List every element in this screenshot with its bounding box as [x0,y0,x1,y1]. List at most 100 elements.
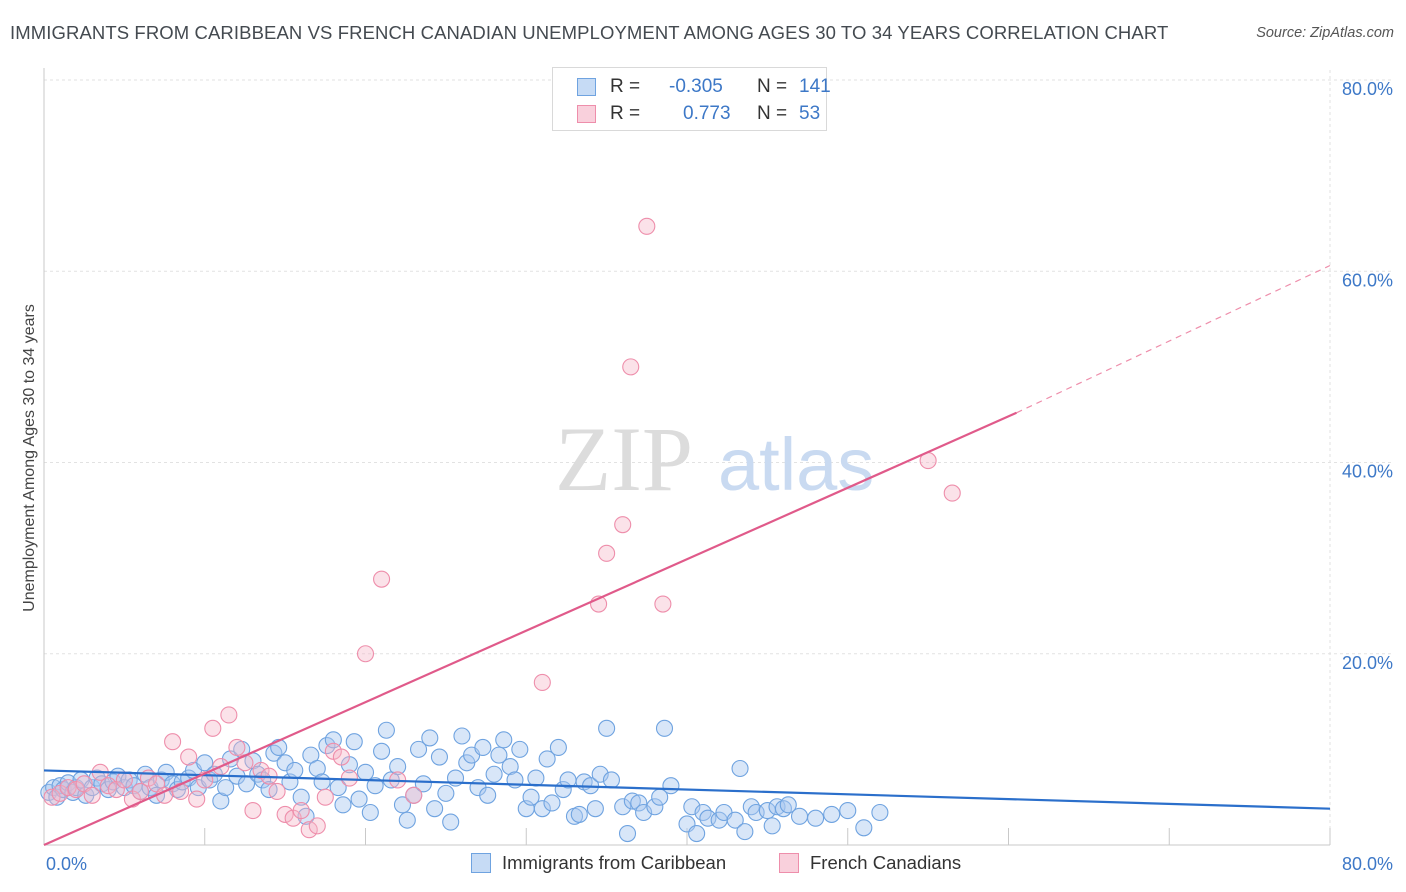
caribbean-point [479,786,497,804]
caribbean-point [398,811,416,829]
correlation-legend: R = -0.305 N = 141 R = 0.773 N = 53 [552,67,831,131]
caribbean-point [393,796,412,814]
caribbean-point [373,742,391,760]
caribbean-point [538,750,556,768]
french-canadian-point [533,673,551,691]
watermark-atlas: atlas [718,423,874,506]
caribbean-point [345,733,363,751]
french-canadian-point [622,358,640,376]
caribbean-point [437,784,455,802]
french-canadian-point [614,516,632,534]
caribbean-point [591,765,609,783]
caribbean-point [614,798,632,816]
caribbean-point [522,788,540,806]
caribbean-point [823,805,841,823]
caribbean-point [763,817,781,835]
caribbean-point [855,819,873,837]
caribbean-point [485,765,503,783]
caribbean-point [511,740,529,758]
caribbean-trend-line [43,769,1331,810]
caribbean-point [350,790,368,808]
caribbean-point [662,777,680,795]
caribbean-point [570,805,588,823]
caribbean-point [318,736,336,755]
caribbean-point [807,809,825,827]
caribbean-legend-label: Immigrants from Caribbean [502,852,727,873]
caribbean-point [598,719,616,737]
tick-labels: 20.0% 40.0% 60.0% 80.0% 0.0% 80.0% [46,79,1393,874]
caribbean-point [361,803,379,822]
french-canadian-point [228,738,246,757]
french-canadian-point [164,733,182,751]
caribbean-point [635,803,653,822]
french-canadian-trend-line [43,411,1017,847]
french-canadian-point [99,777,117,795]
caribbean-point [442,813,460,831]
french-canadians-legend-label: French Canadians [810,852,962,873]
french-canadian-point [204,719,222,737]
caribbean-point [688,824,706,843]
french-canadian-point [654,595,672,613]
caribbean-point [430,748,448,766]
data-points [40,217,961,843]
caribbean-point [871,803,889,822]
french-canadian-point [244,802,262,820]
y-axis-label: Unemployment Among Ages 30 to 34 years [21,304,38,612]
french-canadian-point [308,817,326,835]
french-canadian-point [405,786,423,804]
r-value-caribbean: -0.305 [669,76,723,97]
caribbean-point [409,740,428,758]
caribbean-point [501,758,519,776]
watermark-zip: ZIP [555,408,693,510]
caribbean-point [212,792,230,810]
caribbean-point [495,731,513,749]
french-canadian-point [115,771,133,789]
n-label: N = [757,103,788,124]
french-canadian-point [292,802,310,820]
caribbean-point [474,738,492,757]
caribbean-point [313,773,331,791]
french-canadian-point [43,788,61,806]
french-canadian-point [220,706,238,724]
y-tick-label: 60.0% [1342,270,1393,290]
caribbean-point [334,796,352,814]
french-canadians-swatch [577,105,596,123]
caribbean-point [630,794,648,812]
caribbean-point [618,824,637,843]
caribbean-point [736,823,754,841]
french-canadian-point [332,748,350,766]
french-canadian-point [180,748,198,766]
french-canadian-point [356,645,375,663]
chart-title: IMMIGRANTS FROM CARIBBEAN VS FRENCH CANA… [10,22,1169,43]
french-canadian-point [598,544,616,562]
caribbean-legend-swatch [471,853,491,873]
french-canadian-point [340,769,358,787]
r-label: R = [610,103,641,124]
caribbean-point [292,788,310,806]
caribbean-point [414,775,432,793]
caribbean-point [64,783,82,801]
n-value-caribbean: 141 [799,76,831,97]
caribbean-point [602,771,620,789]
caribbean-point [646,798,664,816]
caribbean-point [308,759,326,778]
caribbean-point [683,798,701,816]
french-canadian-point [131,782,149,801]
n-label: N = [757,76,788,97]
y-tick-label: 40.0% [1342,462,1393,482]
french-canadian-point [943,484,961,502]
french-canadian-point [373,570,391,588]
caribbean-point [549,738,567,757]
axes [43,68,1331,846]
french-canadian-trend-extension [1016,264,1331,414]
caribbean-point [731,759,749,778]
caribbean-point [366,777,384,795]
french-canadian-point [268,782,286,801]
caribbean-point [377,721,395,739]
caribbean-point [779,796,797,814]
grid-lines [44,70,1392,845]
caribbean-swatch [577,78,596,96]
caribbean-point [543,794,561,812]
caribbean-point [490,746,508,764]
caribbean-point [533,800,551,818]
